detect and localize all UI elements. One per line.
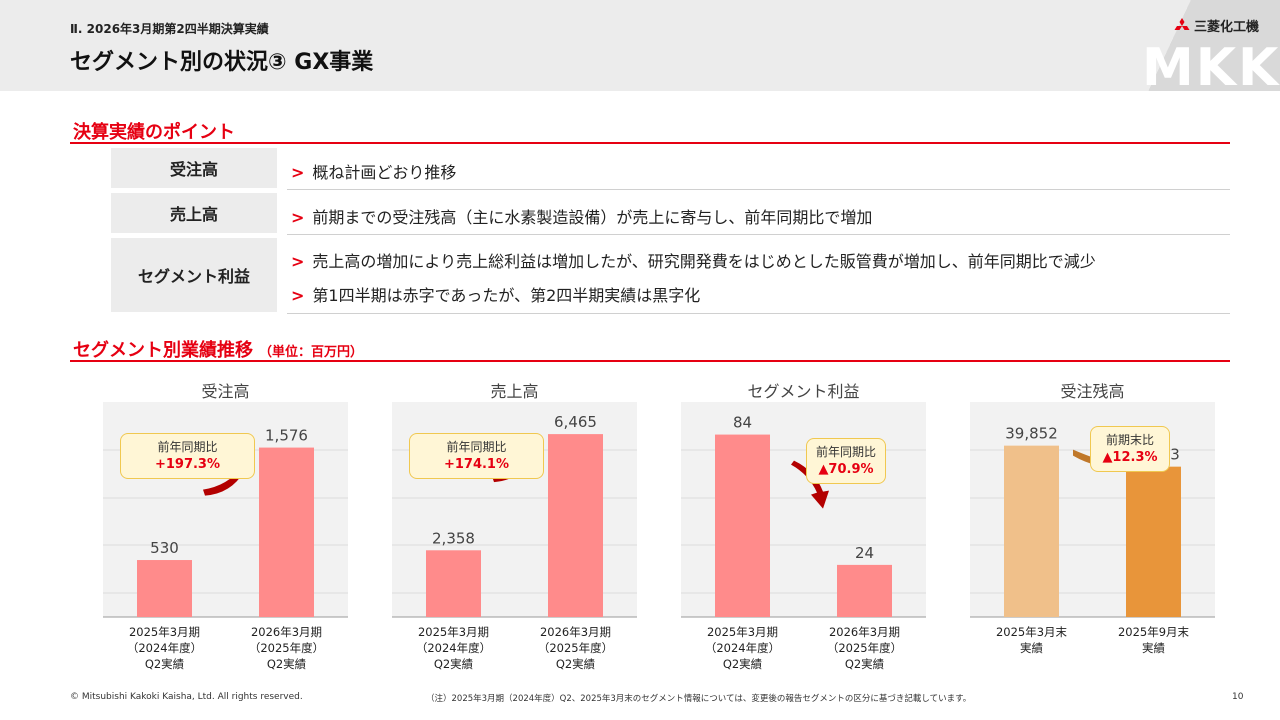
points-row-sales: 売上高 > 前期までの受注残高（主に水素製造設備）が売上に寄与し、前年同期比で増加	[111, 193, 1230, 235]
row-divider	[287, 189, 1230, 190]
chart-sales: 売上高 2,358 6,465 前年同期比 +174.1% 2025年3月期 （2024年度…	[392, 378, 637, 678]
chart-title: セグメント利益	[747, 382, 860, 401]
x-tick-label: 2025年3月末 実績	[995, 625, 1068, 655]
change-callout: 前年同期比 +174.1%	[409, 433, 544, 479]
bar	[715, 434, 770, 617]
row-label: 売上高	[111, 193, 277, 233]
data-label: 6,465	[554, 413, 597, 431]
row-divider	[287, 313, 1230, 314]
bar	[1126, 466, 1181, 617]
row-label: 受注高	[111, 148, 277, 188]
section-label: Ⅱ. 2026年3月期第2四半期決算実績	[70, 22, 269, 36]
chevron-right-icon: >	[291, 163, 305, 182]
callout-value: +197.3%	[154, 457, 221, 472]
footnote: （注）2025年3月期（2024年度）Q2、2025年3月末のセグメント情報につ…	[426, 694, 972, 704]
bar	[1004, 445, 1059, 617]
data-label: 2,358	[432, 529, 475, 547]
chevron-right-icon: >	[291, 208, 305, 227]
page-title: セグメント別の状況③ GX事業	[70, 50, 374, 75]
points-row-profit: セグメント利益 > 売上高の増加により売上総利益は増加したが、研究開発費をはじめと…	[111, 238, 1230, 314]
unit-label: （単位：百万円）	[259, 345, 364, 360]
bar	[259, 447, 314, 617]
bar	[137, 560, 192, 617]
data-label: 1,576	[265, 427, 308, 445]
callout-value: ▲12.3%	[1102, 450, 1158, 465]
row-text: > 概ね計画どおり推移	[291, 159, 456, 183]
three-diamonds-icon	[1174, 18, 1190, 30]
callout-value: ▲70.9%	[818, 462, 874, 477]
points-section-title: 決算実績のポイント	[73, 122, 235, 143]
x-tick-label: 2025年3月期 （2024年度） Q2実績	[704, 625, 781, 671]
bar	[548, 434, 603, 617]
company-logo: 三菱化工機	[1174, 16, 1259, 35]
x-tick-label: 2026年3月期 （2025年度） Q2実績	[826, 625, 903, 671]
points-divider	[70, 142, 1230, 144]
x-tick-label: 2025年3月期 （2024年度） Q2実績	[415, 625, 492, 671]
callout-label: 前年同期比	[446, 440, 507, 454]
chart-title: 受注残高	[1060, 382, 1125, 401]
change-callout: 前年同期比 ▲70.9%	[806, 438, 886, 484]
change-callout: 前期末比 ▲12.3%	[1090, 426, 1170, 472]
watermark-text: MKK	[1142, 38, 1280, 98]
row-text: > 売上高の増加により売上総利益は増加したが、研究開発費をはじめとした販管費が増加…	[291, 248, 1096, 272]
x-tick-label: 2025年9月末 実績	[1117, 625, 1190, 655]
row-line-text: 第1四半期は赤字であったが、第2四半期実績は黒字化	[312, 286, 701, 305]
data-label: 39,852	[1005, 425, 1058, 443]
row-text: > 第1四半期は赤字であったが、第2四半期実績は黒字化	[291, 282, 700, 306]
trend-down-arrow-icon	[791, 460, 829, 509]
callout-label: 前年同期比	[157, 440, 218, 454]
row-text: > 前期までの受注残高（主に水素製造設備）が売上に寄与し、前年同期比で増加	[291, 204, 872, 228]
row-label: セグメント利益	[111, 238, 277, 312]
chevron-right-icon: >	[291, 252, 305, 271]
chart-title: 受注高	[201, 382, 250, 401]
points-row-orders: 受注高 > 概ね計画どおり推移	[111, 148, 1230, 190]
row-divider	[287, 234, 1230, 235]
x-tick-label: 2026年3月期 （2025年度） Q2実績	[248, 625, 325, 671]
row-line-text: 概ね計画どおり推移	[312, 163, 457, 182]
row-line-text: 前期までの受注残高（主に水素製造設備）が売上に寄与し、前年同期比で増加	[312, 208, 873, 227]
data-label: 530	[150, 539, 179, 557]
company-name: 三菱化工機	[1194, 20, 1260, 35]
bar	[837, 564, 892, 617]
perf-divider	[70, 360, 1230, 362]
header-accent	[1120, 0, 1280, 91]
header-band	[0, 0, 1280, 91]
data-label: 24	[855, 544, 874, 562]
chart-title: 売上高	[490, 382, 539, 401]
change-callout: 前年同期比 +197.3%	[120, 433, 255, 479]
chevron-right-icon: >	[291, 286, 305, 305]
chart-plot: 84 24	[681, 402, 926, 618]
copyright: © Mitsubishi Kakoki Kaisha, Ltd. All rig…	[70, 692, 303, 702]
chart-profit: セグメント利益 84 24 前年同期比 ▲70.9% 2025年3月期 （2024年度） Q2…	[681, 378, 926, 678]
chart-backlog: 受注残高39,85234,963前期末比▲12.3%2025年3月末実績2025…	[970, 378, 1215, 678]
perf-section-title: セグメント別業績推移 （単位：百万円）	[73, 336, 363, 362]
callout-label: 前年同期比	[815, 445, 876, 459]
bar	[426, 550, 481, 617]
x-tick-label: 2025年3月期 （2024年度） Q2実績	[126, 625, 203, 671]
page-number: 10	[1232, 692, 1244, 702]
chart-orders: 受注高 530 1,576 前年同期比 +197.3% 2025年3月期 （2024年度） Q…	[103, 378, 348, 678]
perf-title-text: セグメント別業績推移	[73, 340, 253, 361]
x-tick-label: 2026年3月期 （2025年度） Q2実績	[537, 625, 614, 671]
callout-value: +174.1%	[443, 457, 510, 472]
data-label: 84	[733, 414, 752, 432]
row-line-text: 売上高の増加により売上総利益は増加したが、研究開発費をはじめとした販管費が増加し…	[312, 252, 1096, 271]
callout-label: 前期末比	[1105, 433, 1154, 447]
